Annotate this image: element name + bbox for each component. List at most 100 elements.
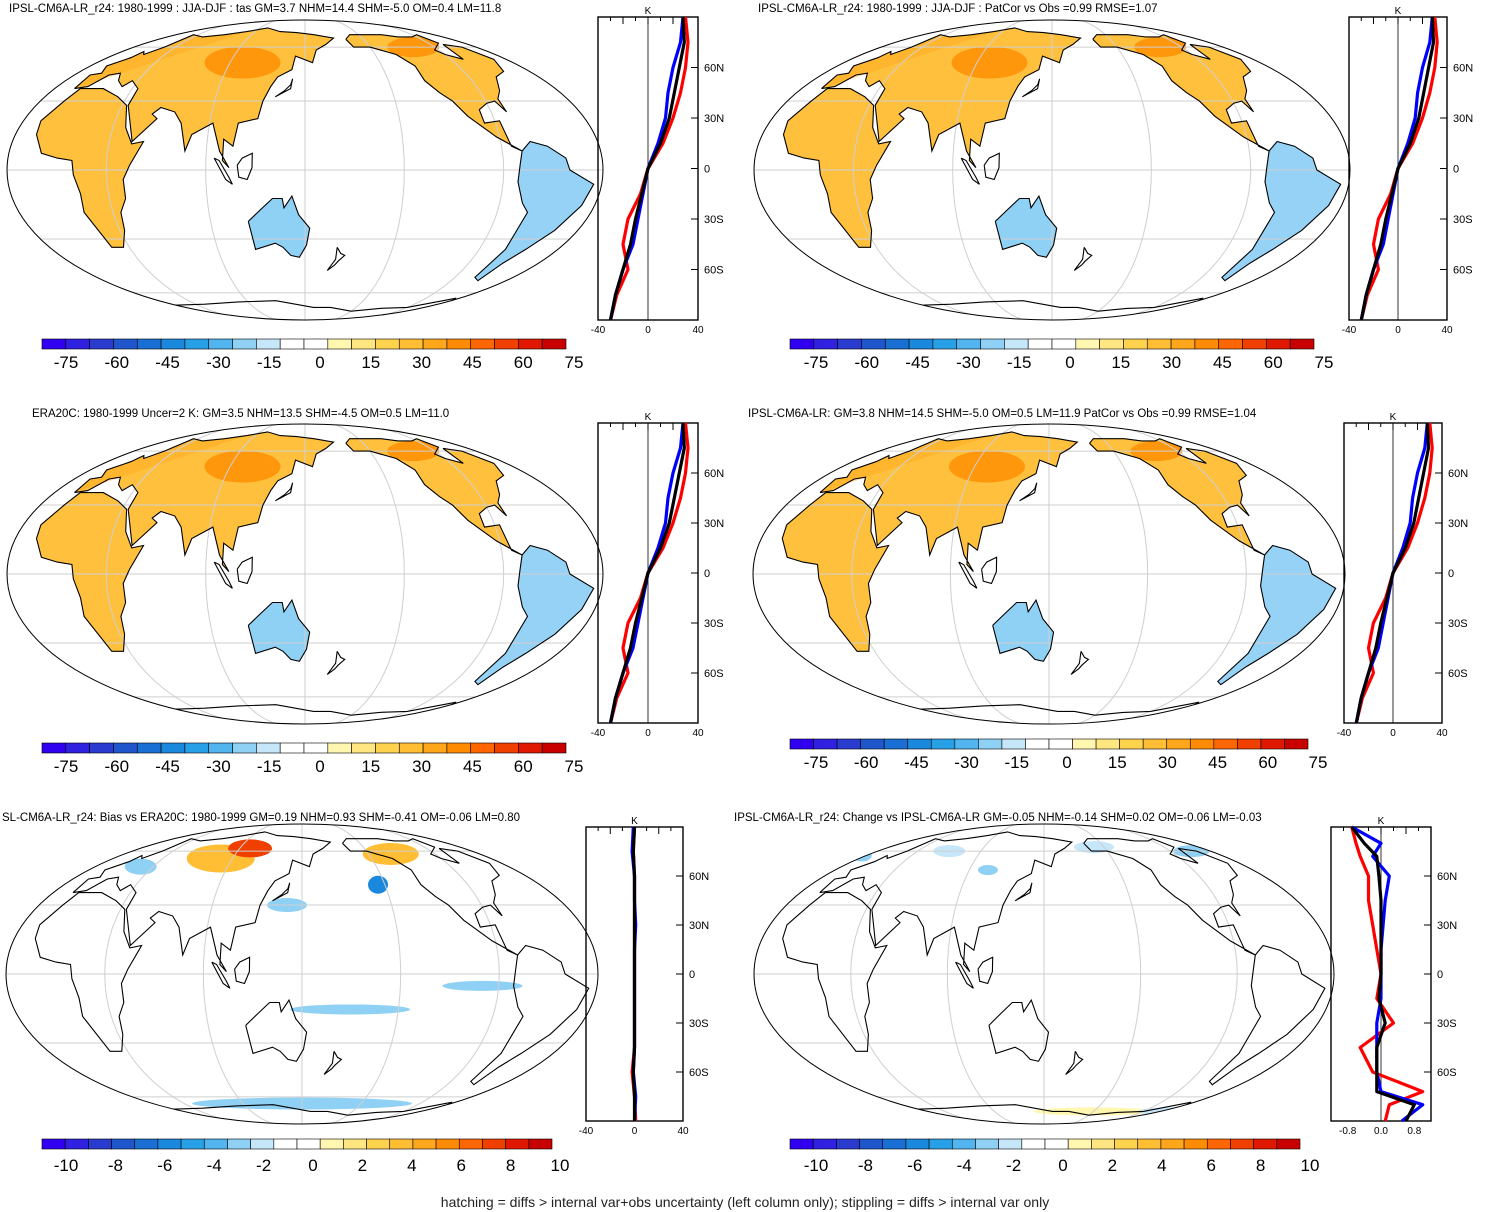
colorbar-box bbox=[1044, 1138, 1069, 1150]
profile-x-label: 0 bbox=[1390, 728, 1396, 739]
map-content bbox=[6, 824, 598, 1124]
colorbar-label: 15 bbox=[1111, 353, 1130, 372]
colorbar-box bbox=[88, 1138, 112, 1150]
colorbar-box bbox=[446, 742, 472, 754]
profile-lat-label: 30S bbox=[1437, 1018, 1457, 1030]
profile-x-label: 0 bbox=[645, 728, 651, 739]
profile-lat-label: 30N bbox=[1453, 113, 1473, 125]
field-warm-land bbox=[74, 31, 247, 89]
colorbar-box bbox=[1253, 1138, 1278, 1150]
coastline bbox=[782, 892, 888, 1052]
coastline bbox=[213, 561, 233, 589]
colorbar-box bbox=[505, 1138, 530, 1150]
field-hotspot bbox=[951, 46, 1028, 79]
colorbar-label: 45 bbox=[463, 353, 482, 372]
colorbar-box bbox=[998, 1138, 1023, 1150]
profile-line-black bbox=[608, 16, 686, 321]
map-outline bbox=[6, 19, 604, 321]
coastline bbox=[1014, 882, 1033, 902]
colorbar-box bbox=[1183, 1138, 1208, 1150]
colorbar-box bbox=[422, 742, 448, 754]
colorbar-box bbox=[327, 742, 352, 754]
colorbar-box bbox=[494, 742, 519, 754]
panel-4: K 60N 30N 0 30S 60S -40 0 40 -75 -60 -45 -30 -15 0 15 30… bbox=[752, 412, 1468, 772]
colorbar-box bbox=[1091, 1138, 1115, 1150]
colorbar-box bbox=[136, 338, 162, 350]
colorbar-box bbox=[256, 338, 281, 350]
colorbar-label: -45 bbox=[155, 353, 180, 372]
profile-lat-label: 0 bbox=[1448, 568, 1454, 580]
colorbar-label: 45 bbox=[463, 757, 482, 776]
colorbar-box bbox=[789, 338, 815, 350]
coastline bbox=[245, 998, 308, 1062]
colorbar-label: 75 bbox=[1315, 353, 1334, 372]
colorbar-label: 2 bbox=[1108, 1156, 1117, 1175]
coastline bbox=[981, 556, 998, 585]
colorbar-box bbox=[389, 1138, 414, 1150]
profile-x-label: 0.8 bbox=[1407, 1126, 1421, 1137]
colorbar-box bbox=[1260, 738, 1285, 750]
colorbar-box bbox=[975, 1138, 999, 1150]
colorbar-box bbox=[1137, 1138, 1162, 1150]
coastline bbox=[958, 561, 978, 589]
panel-6: K 60N 30N 0 30S 60S -0.8 0.0 0.8 -10 -8 -6 -4 -2 0 2 4 6 8… bbox=[753, 816, 1457, 1175]
map-outline bbox=[753, 19, 1351, 321]
profile-lat-label: 0 bbox=[704, 164, 710, 176]
coastline bbox=[247, 194, 311, 258]
profile-line-black bbox=[631, 826, 637, 1121]
map-content bbox=[754, 824, 1334, 1124]
graticule-meridian bbox=[202, 824, 275, 1124]
coastline bbox=[821, 27, 1082, 168]
graticule-meridian bbox=[104, 824, 247, 1124]
colorbar-box bbox=[836, 738, 861, 750]
graticule-meridian bbox=[1107, 20, 1252, 320]
colorbar-box bbox=[458, 1138, 483, 1150]
colorbar-box bbox=[837, 338, 862, 350]
panel-title-1: IPSL-CM6A-LR_r24: 1980-1999 : JJA-DJF : … bbox=[9, 3, 501, 15]
colorbar-label: 4 bbox=[1157, 1156, 1166, 1175]
colorbar-box bbox=[157, 1138, 182, 1150]
coastline bbox=[74, 431, 335, 572]
profile-unit-label: K bbox=[1395, 6, 1402, 17]
profile-line-red bbox=[1350, 826, 1425, 1122]
profile-lat-label: 60S bbox=[704, 668, 724, 680]
colorbar-box bbox=[446, 338, 472, 350]
profile-lat-label: 0 bbox=[1453, 164, 1459, 176]
coastline bbox=[977, 956, 994, 985]
colorbar-box bbox=[65, 742, 90, 754]
colorbar-box bbox=[343, 1138, 367, 1150]
coastline bbox=[470, 944, 590, 1086]
coastline bbox=[983, 152, 1000, 181]
field-anomaly bbox=[851, 849, 872, 862]
map-content bbox=[7, 424, 603, 724]
coastline bbox=[474, 140, 595, 282]
coastline bbox=[345, 438, 523, 556]
profile-lat-label: 0 bbox=[689, 969, 695, 981]
colorbar-label: -30 bbox=[954, 753, 979, 772]
field-anomaly bbox=[977, 865, 998, 876]
colorbar-box bbox=[1099, 338, 1124, 350]
field-cool-land bbox=[1217, 545, 1336, 685]
colorbar-box bbox=[907, 738, 932, 750]
colorbar-label: 30 bbox=[1158, 753, 1177, 772]
colorbar-box bbox=[518, 742, 543, 754]
colorbar-box bbox=[813, 738, 838, 750]
profile-lat-label: 60N bbox=[1448, 468, 1468, 480]
coastline bbox=[342, 838, 518, 956]
colorbar-box bbox=[1276, 1138, 1301, 1150]
colorbar-box bbox=[1213, 738, 1238, 750]
colorbar-box bbox=[41, 1138, 66, 1150]
colorbar-label: 45 bbox=[1213, 353, 1232, 372]
profile-lat-label: 60N bbox=[689, 871, 709, 883]
field-cool-land bbox=[248, 600, 310, 662]
colorbar-box bbox=[1289, 338, 1315, 350]
coastline bbox=[211, 961, 231, 989]
profile-lat-label: 60S bbox=[704, 265, 724, 277]
coastline bbox=[35, 88, 145, 248]
colorbar-box bbox=[951, 1138, 976, 1150]
profile-unit-label: K bbox=[631, 816, 638, 827]
profile-lat-label: 60S bbox=[1437, 1067, 1457, 1079]
panel-5: K 60N 30N 0 30S 60S -40 0 40 -10 -8 -6 -4 -2 0 2 4 6 8 10 bbox=[5, 816, 709, 1175]
coastline bbox=[323, 1051, 343, 1075]
colorbar-box bbox=[64, 1138, 89, 1150]
